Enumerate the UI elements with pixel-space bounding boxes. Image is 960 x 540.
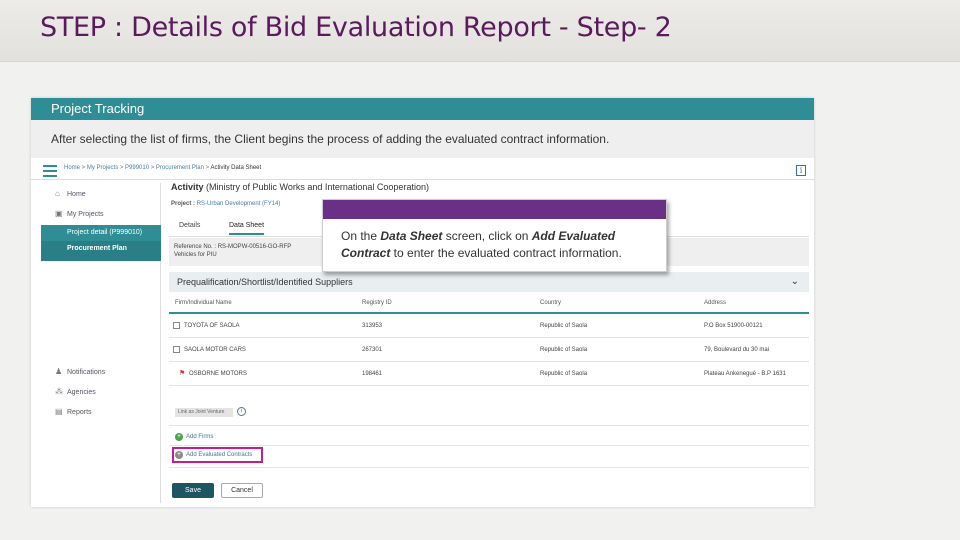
sidebar-item-label: My Projects [67,211,104,218]
breadcrumb-current: Activity Data Sheet [210,165,262,171]
column-header-name: Firm/Individual Name [175,300,232,306]
column-header-country: Country [540,300,562,306]
sidebar-item-label: Procurement Plan [67,245,127,252]
divider [169,467,809,468]
highlight-box [172,447,263,463]
breadcrumb-separator: > [80,165,87,171]
tab-details[interactable]: Details [179,222,201,229]
callout-text-part: screen, click on [442,229,532,243]
column-header-registry: Registry ID [362,300,392,306]
divider [169,445,809,446]
reference-number: Reference No. : RS-MOPW-00516-GO-RFP [174,244,292,250]
breadcrumb-project[interactable]: P999010 [125,165,150,171]
activity-title-ministry: (Ministry of Public Works and Internatio… [203,182,429,192]
firm-name: OSBORNE MOTORS [189,371,247,377]
save-button[interactable]: Save [172,483,214,498]
home-icon: ⌂ [55,189,60,198]
folder-icon: ▣ [55,209,63,218]
joint-venture-button[interactable]: Link as Joint Venture [175,408,233,417]
breadcrumb-my-projects[interactable]: My Projects [86,165,119,171]
firm-name: TOYOTA OF SAOLA [184,323,240,329]
callout-emphasis-data-sheet: Data Sheet [380,229,443,243]
panel-intro: After selecting the list of firms, the C… [31,120,814,158]
slide-header: STEP : Details of Bid Evaluation Report … [0,0,960,62]
sidebar-item-label: Reports [67,409,92,416]
country: Republic of Saola [540,323,588,329]
project-line: Project : RS-Urban Development (FY14) [171,201,280,207]
registry-id: 313953 [362,323,383,329]
plus-icon: + [175,451,183,459]
callout-text: On the Data Sheet screen, click on Add E… [341,228,661,262]
table-row: SAOLA MOTOR CARS 267301 Republic of Saol… [169,338,809,362]
sidebar-item-agencies[interactable]: ⁂ Agencies [41,385,161,401]
activity-title: Activity (Ministry of Public Works and I… [171,182,429,192]
chevron-down-icon[interactable]: ⌄ [790,276,799,287]
add-evaluated-contracts-label: Add Evaluated Contracts [186,452,253,458]
sidebar: ⌂ Home ▣ My Projects Project detail (P99… [41,183,161,503]
screenshot-panel: Project Tracking After selecting the lis… [31,98,814,507]
breadcrumb: Home > My Projects > P999010 > Procureme… [64,165,261,171]
column-header-address: Address [704,300,727,306]
sidebar-item-my-projects[interactable]: ▣ My Projects [41,207,161,223]
hamburger-menu-icon[interactable] [43,165,57,180]
sidebar-item-procurement-plan[interactable]: Procurement Plan [41,241,161,261]
row-checkbox[interactable] [173,346,180,353]
agencies-icon: ⁂ [55,387,63,396]
callout-text-part: On the [341,229,381,243]
country: Republic of Saola [540,347,588,353]
sidebar-item-label: Home [67,191,86,198]
add-firms-label: Add Firms [186,434,214,440]
info-icon[interactable]: i [796,165,806,176]
section-title: Prequalification/Shortlist/Identified Su… [177,277,353,287]
activity-title-prefix: Activity [171,182,204,192]
address: 79, Boulevard du 30 mai [704,347,770,353]
project-label: Project : [171,201,197,207]
registry-id: 198461 [362,371,383,377]
instruction-callout: On the Data Sheet screen, click on Add E… [322,199,667,272]
sidebar-item-label: Notifications [67,369,106,376]
help-icon[interactable]: i [237,407,246,416]
sidebar-item-home[interactable]: ⌂ Home [41,187,161,203]
project-link[interactable]: RS-Urban Development (FY14) [196,201,281,207]
sidebar-item-label: Agencies [67,389,96,396]
slide-title: STEP : Details of Bid Evaluation Report … [40,12,672,43]
breadcrumb-procurement-plan[interactable]: Procurement Plan [155,165,204,171]
table-row: ⚑ OSBORNE MOTORS 198461 Republic of Saol… [169,362,809,386]
row-checkbox[interactable] [173,322,180,329]
divider [169,425,809,426]
country: Republic of Saola [540,371,588,377]
callout-text-part: to enter the evaluated contract informat… [390,246,622,260]
breadcrumb-separator: > [118,165,126,171]
reference-description: Vehicles for PIU [174,252,217,258]
breadcrumb-separator: > [149,165,156,171]
tab-data-sheet[interactable]: Data Sheet [229,222,265,235]
header-divider [169,312,809,314]
sidebar-item-label: Project detail (P999010) [67,229,143,236]
address: P.O Box 51900-00121 [704,323,763,329]
bell-icon: ♟ [55,367,63,376]
flag-icon: ⚑ [179,370,186,377]
sidebar-item-notifications[interactable]: ♟ Notifications [41,365,161,381]
firm-name: SAOLA MOTOR CARS [184,347,246,353]
table-row: TOYOTA OF SAOLA 313953 Republic of Saola… [169,314,809,338]
panel-header: Project Tracking [31,98,814,120]
registry-id: 267301 [362,347,383,353]
callout-header-bar [323,200,666,219]
add-firms-link[interactable]: + Add Firms [175,433,213,441]
cancel-button[interactable]: Cancel [221,483,263,498]
top-nav: Home > My Projects > P999010 > Procureme… [31,160,814,180]
report-icon: ▤ [55,407,63,416]
add-evaluated-contracts-link[interactable]: + Add Evaluated Contracts [175,451,252,459]
address: Plateau Ankenegué - B.P 1631 [704,371,786,377]
suppliers-section-header[interactable]: Prequalification/Shortlist/Identified Su… [169,272,809,292]
plus-icon: + [175,433,183,441]
breadcrumb-separator: > [203,165,211,171]
sidebar-item-reports[interactable]: ▤ Reports [41,405,161,421]
callout-emphasis-add-evaluated: Add Evaluated Contract [341,229,616,260]
breadcrumb-home[interactable]: Home [64,165,81,171]
sidebar-item-project-detail[interactable]: Project detail (P999010) [41,225,161,241]
